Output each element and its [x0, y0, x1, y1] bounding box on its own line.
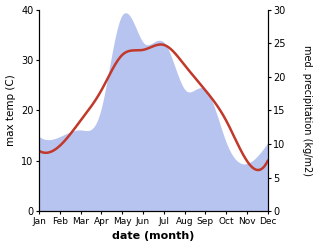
Y-axis label: max temp (C): max temp (C)	[5, 75, 16, 146]
Y-axis label: med. precipitation (kg/m2): med. precipitation (kg/m2)	[302, 45, 313, 176]
X-axis label: date (month): date (month)	[112, 231, 195, 242]
